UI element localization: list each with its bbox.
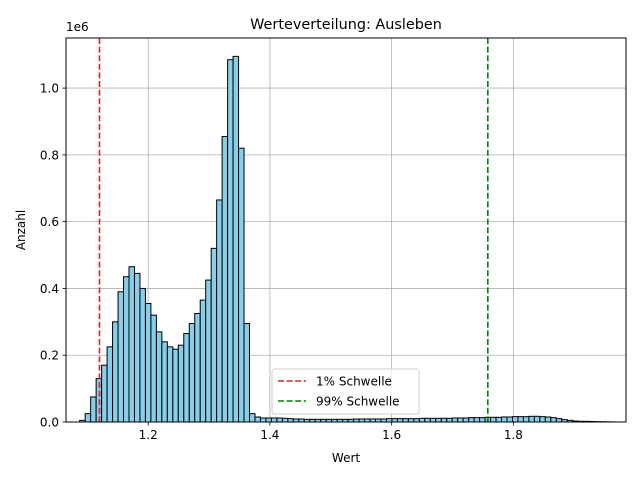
histogram-bar	[243, 322, 251, 423]
y-axis-label: Anzahl	[14, 210, 28, 250]
x-tick-label: 1.6	[382, 428, 401, 442]
histogram-bar	[232, 55, 240, 423]
legend-box	[271, 368, 420, 415]
histogram-bar	[221, 136, 229, 423]
histogram-bar	[84, 413, 92, 423]
histogram-bar	[522, 416, 530, 423]
histogram-bar	[117, 291, 125, 423]
x-tick-label: 1.8	[504, 428, 523, 442]
histogram-bar	[199, 299, 207, 423]
y-tick-label: 0.2	[40, 349, 59, 363]
histogram-bar	[533, 415, 541, 423]
histogram-bar	[506, 416, 513, 423]
histogram-bar	[144, 302, 152, 423]
histogram-bar	[139, 287, 146, 423]
histogram-bar	[183, 333, 190, 423]
histogram-bar	[101, 364, 108, 423]
histogram-bar	[106, 346, 114, 423]
histogram-bar	[495, 416, 503, 423]
histogram-bar	[166, 346, 174, 423]
histogram-bar	[544, 416, 552, 423]
histogram-bar	[155, 331, 163, 423]
histogram-bar	[539, 416, 546, 423]
histogram-bar	[238, 147, 245, 423]
histogram-bar	[265, 417, 272, 423]
legend: 1% Schwelle 99% Schwelle	[271, 368, 420, 415]
x-tick-label: 1.4	[260, 428, 279, 442]
histogram-bar	[287, 418, 294, 423]
histogram-bar	[227, 59, 234, 423]
histogram-bar	[270, 417, 278, 423]
histogram-bar	[396, 418, 404, 423]
legend-label: 99% Schwelle	[316, 395, 400, 409]
histogram-bar	[210, 247, 218, 423]
histogram-bar	[468, 417, 475, 423]
histogram-bar	[402, 418, 409, 423]
x-axis-label: Wert	[332, 451, 360, 465]
threshold-lines	[98, 38, 489, 422]
chart-title: Werteverteilung: Ausleben	[250, 17, 442, 33]
histogram-bar	[479, 417, 486, 423]
plot-frame	[65, 37, 627, 423]
grid-lines	[66, 38, 626, 423]
histogram-bar	[112, 321, 119, 423]
histogram-bar	[150, 314, 157, 423]
histogram-bar	[555, 418, 563, 423]
histogram-bar	[254, 416, 261, 423]
histogram-bar	[385, 418, 393, 423]
histogram-bar	[188, 322, 196, 423]
histogram-bar	[391, 418, 398, 423]
y-tick-label: 0.6	[40, 215, 59, 229]
histogram-bar	[281, 417, 289, 423]
histogram-bar	[517, 416, 524, 423]
histogram-bar	[259, 417, 267, 423]
histogram-bar	[205, 279, 212, 423]
histogram-bar	[490, 416, 497, 423]
histogram-bar	[177, 344, 185, 423]
histogram-bar	[407, 418, 415, 423]
histogram-bar	[511, 416, 519, 423]
histogram-bar	[161, 341, 168, 423]
y-tick-label: 1.0	[40, 82, 59, 96]
histogram-bar	[446, 417, 453, 423]
histogram-bar	[424, 417, 431, 423]
histogram-bar	[462, 417, 470, 423]
y-tick-label: 0.4	[40, 282, 59, 296]
histogram-bar	[418, 417, 426, 423]
histogram-bar	[276, 417, 283, 423]
histogram-bar	[123, 276, 130, 423]
legend-label: 1% Schwelle	[316, 375, 392, 389]
histogram-bar	[473, 417, 481, 423]
histogram-bar	[90, 396, 97, 423]
histogram-bar	[249, 413, 256, 423]
y-tick-label: 0.0	[40, 416, 59, 430]
histogram-bar	[457, 417, 464, 423]
histogram-bar	[440, 417, 448, 423]
histogram-bar	[194, 312, 201, 423]
histogram-bar	[550, 417, 557, 423]
histogram-bar	[133, 272, 141, 423]
histogram-bar	[435, 417, 442, 423]
histogram-bar	[128, 266, 135, 423]
histogram-bar	[172, 348, 179, 423]
y-tick-label: 0.8	[40, 148, 59, 162]
histogram-bar	[528, 415, 535, 423]
x-tick-label: 1.2	[139, 428, 158, 442]
x-axis-ticks: 1.2 1.4 1.6 1.8	[139, 422, 523, 442]
histogram-bar	[413, 418, 420, 423]
y-axis-ticks: 0.0 0.2 0.4 0.6 0.8 1.0	[40, 82, 66, 430]
histogram-bar	[429, 417, 437, 423]
y-offset-label: 1e6	[66, 20, 89, 34]
histogram-bar	[216, 199, 223, 423]
histogram-bar	[451, 417, 459, 423]
histogram-bar	[501, 416, 508, 423]
